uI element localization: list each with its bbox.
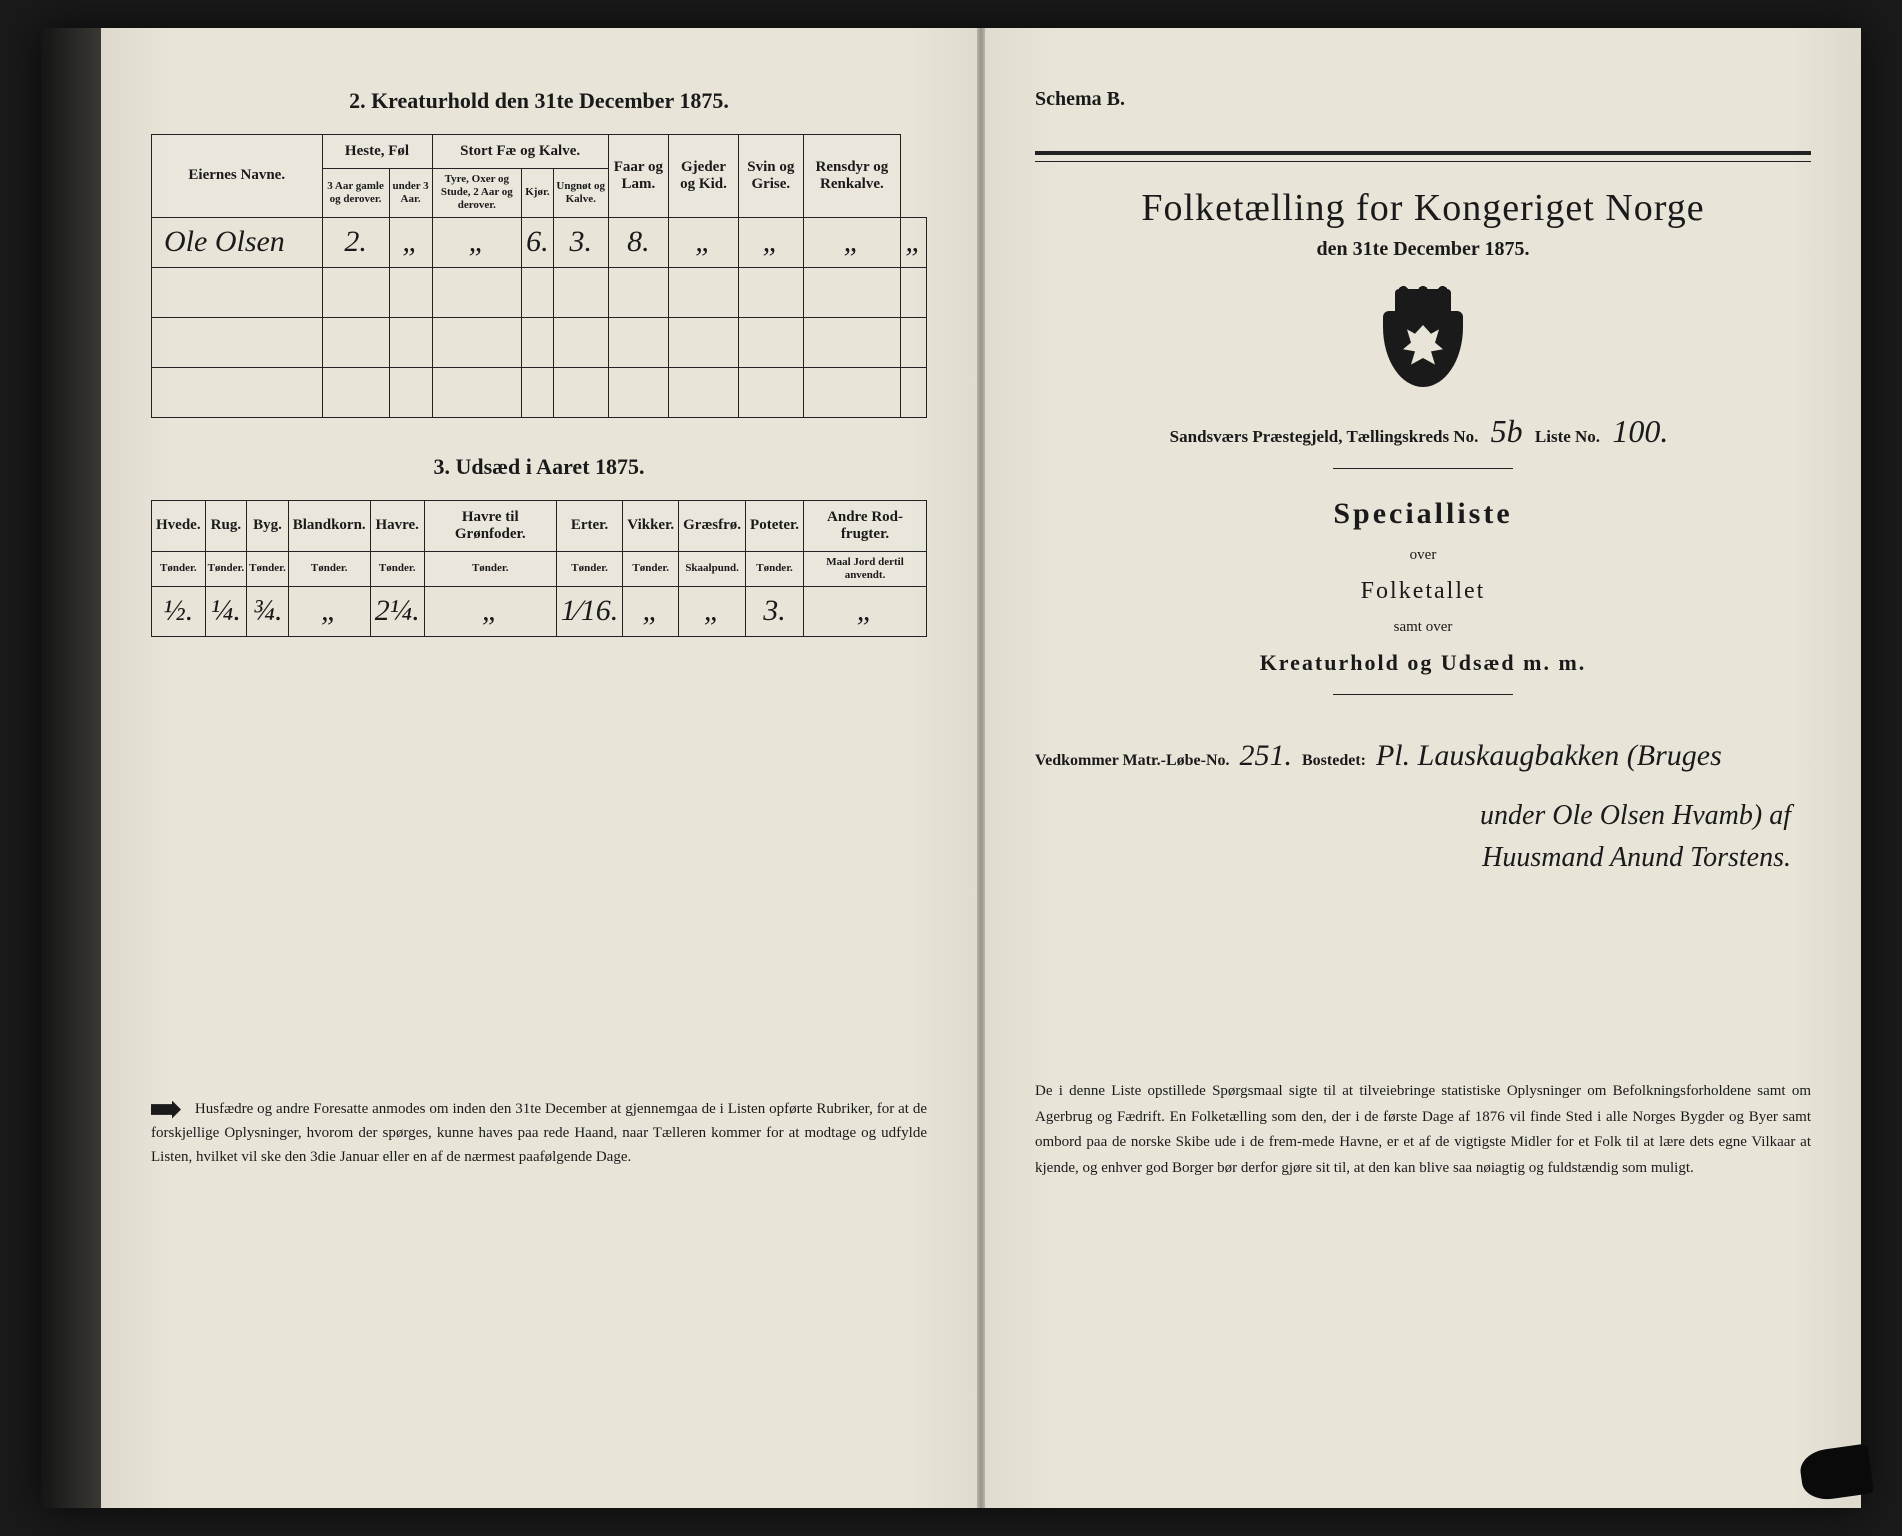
table-row: ½. ¼. ¾. „ 2¼. „ 1⁄16. „ „ 3. „ — [152, 586, 927, 636]
h3: Byg. — [247, 500, 289, 551]
book-spread: 2. Kreaturhold den 31te December 1875. E… — [41, 28, 1861, 1508]
page-corner-shadow — [1798, 1443, 1874, 1502]
bottom-paragraph: De i denne Liste opstillede Spørgsmaal s… — [1035, 1079, 1811, 1181]
u5: Tønder. — [370, 551, 424, 586]
main-title: Folketælling for Kongeriget Norge — [1035, 186, 1811, 230]
rule-thin — [1035, 161, 1811, 162]
short-rule — [1333, 468, 1513, 469]
cell: „ — [288, 586, 370, 636]
h1: Hvede. — [152, 500, 206, 551]
table-row — [152, 317, 927, 367]
parish-no: 5b — [1483, 413, 1531, 449]
h11: Andre Rod-frugter. — [804, 500, 927, 551]
col-owner: Eiernes Navne. — [152, 135, 323, 218]
u2: Tønder. — [205, 551, 247, 586]
h10: Poteter. — [746, 500, 804, 551]
cell: 6. — [522, 217, 554, 267]
folketallet: Folketallet — [1035, 578, 1811, 605]
h9: Græsfrø. — [679, 500, 746, 551]
liste-no: 100. — [1604, 413, 1676, 449]
left-footnote: Husfædre og andre Foresatte anmodes om i… — [151, 1097, 927, 1169]
cell: „ — [804, 586, 927, 636]
over-label: over — [1035, 547, 1811, 564]
sub-stor3: Ungnøt og Kalve. — [553, 169, 608, 218]
footnote-text: Husfædre og andre Foresatte anmodes om i… — [151, 1101, 927, 1165]
parish-label: Sandsværs Præstegjeld, Tællingskreds No. — [1170, 427, 1479, 446]
u10: Tønder. — [746, 551, 804, 586]
h4: Blandkorn. — [288, 500, 370, 551]
parish-line: Sandsværs Præstegjeld, Tællingskreds No.… — [1035, 413, 1811, 450]
sub-heste2: under 3 Aar. — [389, 169, 432, 218]
bostedet-line2: under Ole Olsen Hvamb) af — [1035, 795, 1811, 837]
u7: Tønder. — [556, 551, 623, 586]
property-line: Vedkommer Matr.-Løbe-No. 251. Bostedet: … — [1035, 723, 1811, 789]
col-rensdyr: Rensdyr og Renkalve. — [803, 135, 901, 218]
short-rule-2 — [1333, 694, 1513, 695]
section3-title: 3. Udsæd i Aaret 1875. — [151, 454, 927, 480]
cell: ¼. — [205, 586, 247, 636]
bostedet-line3: Huusmand Anund Torstens. — [1035, 837, 1811, 879]
u11: Maal Jord dertil anvendt. — [804, 551, 927, 586]
cell: ½. — [152, 586, 206, 636]
cell: „ — [679, 586, 746, 636]
table-row: Ole Olsen 2. „ „ 6. 3. 8. „ „ „ „ — [152, 217, 927, 267]
h8: Vikker. — [623, 500, 679, 551]
group-heste: Heste, Føl — [322, 135, 432, 169]
seed-table: Hvede. Rug. Byg. Blandkorn. Havre. Havre… — [151, 500, 927, 637]
col-faar: Faar og Lam. — [608, 135, 668, 218]
matr-no: 251. — [1234, 739, 1299, 772]
cell: 3. — [746, 586, 804, 636]
cell: 1⁄16. — [556, 586, 623, 636]
samt-over: samt over — [1035, 619, 1811, 636]
cell: 2¼. — [370, 586, 424, 636]
right-page: Schema B. Folketælling for Kongeriget No… — [985, 28, 1861, 1508]
col-gjeder: Gjeder og Kid. — [668, 135, 738, 218]
table-row — [152, 367, 927, 417]
h7: Erter. — [556, 500, 623, 551]
left-page: 2. Kreaturhold den 31te December 1875. E… — [101, 28, 977, 1508]
section2-title: 2. Kreaturhold den 31te December 1875. — [151, 88, 927, 114]
h5: Havre. — [370, 500, 424, 551]
book-spine — [977, 28, 985, 1508]
bostedet-val: Pl. Lauskaugbakken (Bruges — [1370, 739, 1728, 772]
cell: „ — [901, 217, 927, 267]
cell: „ — [739, 217, 803, 267]
group-storfe: Stort Fæ og Kalve. — [432, 135, 608, 169]
cell: „ — [668, 217, 738, 267]
cell: 8. — [608, 217, 668, 267]
cell: 3. — [553, 217, 608, 267]
bostedet-label: Bostedet: — [1302, 752, 1366, 769]
u9: Skaalpund. — [679, 551, 746, 586]
u1: Tønder. — [152, 551, 206, 586]
table-row — [152, 267, 927, 317]
owner-cell: Ole Olsen — [152, 217, 323, 267]
cell: „ — [432, 217, 522, 267]
pointing-hand-icon — [151, 1101, 181, 1119]
u3: Tønder. — [247, 551, 289, 586]
h2: Rug. — [205, 500, 247, 551]
cell: ¾. — [247, 586, 289, 636]
coat-of-arms-icon — [1378, 289, 1468, 389]
u8: Tønder. — [623, 551, 679, 586]
u6: Tønder. — [424, 551, 556, 586]
sub-stor2: Kjør. — [522, 169, 554, 218]
u4: Tønder. — [288, 551, 370, 586]
cell: „ — [623, 586, 679, 636]
cell: 2. — [322, 217, 389, 267]
cell: „ — [424, 586, 556, 636]
livestock-table: Eiernes Navne. Heste, Føl Stort Fæ og Ka… — [151, 134, 927, 418]
rule-thick — [1035, 151, 1811, 155]
matr-label: Vedkommer Matr.-Løbe-No. — [1035, 752, 1230, 769]
col-svin: Svin og Grise. — [739, 135, 803, 218]
h6: Havre til Grønfoder. — [424, 500, 556, 551]
sub-heste1: 3 Aar gamle og derover. — [322, 169, 389, 218]
kreaturhold: Kreaturhold og Udsæd m. m. — [1035, 650, 1811, 676]
liste-label: Liste No. — [1535, 427, 1600, 446]
sub-title: den 31te December 1875. — [1035, 238, 1811, 261]
sub-stor1: Tyre, Oxer og Stude, 2 Aar og derover. — [432, 169, 522, 218]
cell: „ — [803, 217, 901, 267]
schema-label: Schema B. — [1035, 88, 1811, 111]
cell: „ — [389, 217, 432, 267]
specialliste: Specialliste — [1035, 497, 1811, 531]
